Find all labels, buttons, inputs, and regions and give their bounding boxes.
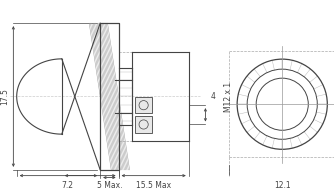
Text: 15.5 Max: 15.5 Max	[136, 181, 171, 190]
Bar	[135, 97, 152, 113]
Bar	[135, 116, 152, 133]
Text: 17.5: 17.5	[1, 88, 9, 105]
Text: 5 Max.: 5 Max.	[97, 181, 122, 190]
Text: 4: 4	[210, 92, 215, 101]
Text: 7.2: 7.2	[62, 181, 73, 190]
Text: M12 x 1: M12 x 1	[224, 81, 233, 112]
Bar	[100, 23, 119, 170]
Text: 12.1: 12.1	[274, 181, 291, 190]
Bar	[100, 23, 119, 170]
